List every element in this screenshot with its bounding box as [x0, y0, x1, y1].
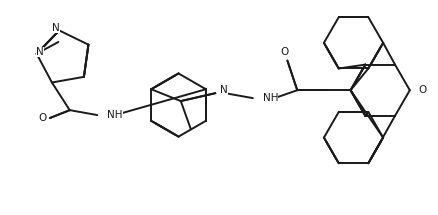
Text: O: O — [38, 113, 46, 123]
Text: N: N — [220, 85, 227, 95]
Text: N: N — [52, 23, 60, 34]
Text: O: O — [280, 47, 288, 57]
Text: NH: NH — [262, 93, 278, 103]
Text: NH: NH — [107, 110, 122, 120]
Text: N: N — [35, 47, 43, 57]
Text: O: O — [418, 85, 426, 95]
